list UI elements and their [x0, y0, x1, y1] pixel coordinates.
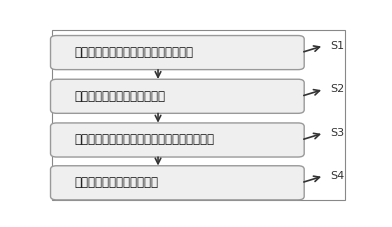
Text: 通过拼接模块进行地图标绘: 通过拼接模块进行地图标绘: [75, 176, 159, 189]
Text: S2: S2: [330, 84, 344, 94]
Text: 将多个显示终端按照实际需要虚拟拼接: 将多个显示终端按照实际需要虚拟拼接: [75, 46, 194, 59]
Text: S1: S1: [330, 41, 344, 51]
FancyBboxPatch shape: [51, 166, 304, 200]
Text: S3: S3: [330, 128, 344, 138]
FancyBboxPatch shape: [51, 123, 304, 157]
FancyBboxPatch shape: [51, 79, 304, 113]
Text: 通过拼接模块进行地图缩放、移动或旋转操作: 通过拼接模块进行地图缩放、移动或旋转操作: [75, 133, 215, 146]
Text: 通过拼接模块进行地图初始化: 通过拼接模块进行地图初始化: [75, 90, 166, 103]
FancyBboxPatch shape: [51, 36, 304, 70]
Text: S4: S4: [330, 171, 344, 181]
